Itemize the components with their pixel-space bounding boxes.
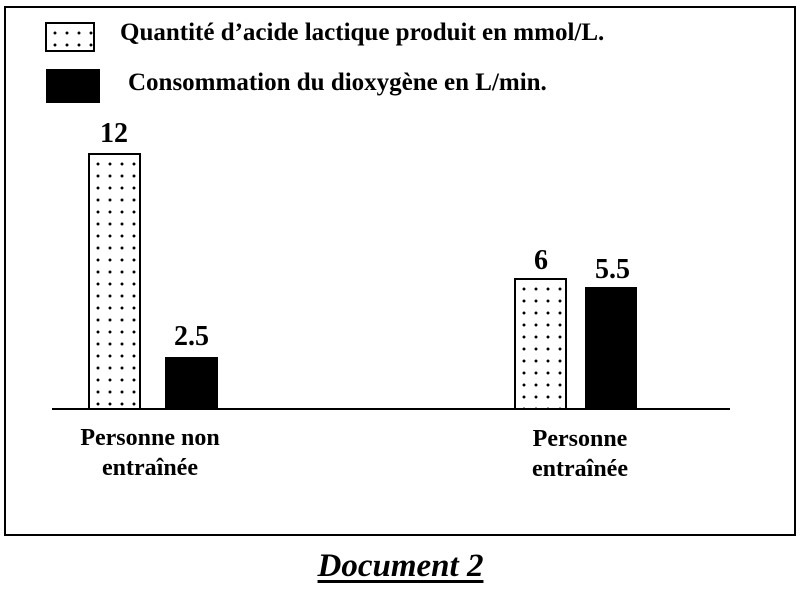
bar-value-label: 2.5 <box>174 321 209 352</box>
bar-oxygen-untrained <box>165 357 218 409</box>
category-label-line1: Personne non <box>80 425 220 451</box>
legend-swatch-solid <box>46 69 100 103</box>
document-caption-text: Document 2 <box>317 548 484 584</box>
bar-value-label: 12 <box>100 118 128 149</box>
legend-label-lactic-acid: Quantité d’acide lactique produit en mmo… <box>120 19 605 46</box>
bar-lactic-acid-trained <box>514 278 567 410</box>
legend-swatch-dotted <box>45 22 95 52</box>
category-label-untrained: Personne non entraînée <box>40 423 260 483</box>
document-caption: Document 2 <box>0 548 801 584</box>
chart-frame <box>4 6 796 536</box>
category-label-line1: Personne <box>532 426 628 452</box>
x-axis-baseline <box>52 408 730 410</box>
bar-value-label: 6 <box>534 245 548 276</box>
bar-lactic-acid-untrained <box>88 153 141 410</box>
bar-value-label: 5.5 <box>595 254 630 285</box>
category-label-line2: entraînée <box>532 456 628 482</box>
category-label-trained: Personne entraînée <box>480 424 680 484</box>
legend-label-oxygen: Consommation du dioxygène en L/min. <box>128 69 547 96</box>
bar-oxygen-trained <box>585 287 637 409</box>
category-label-line2: entraînée <box>102 455 198 481</box>
